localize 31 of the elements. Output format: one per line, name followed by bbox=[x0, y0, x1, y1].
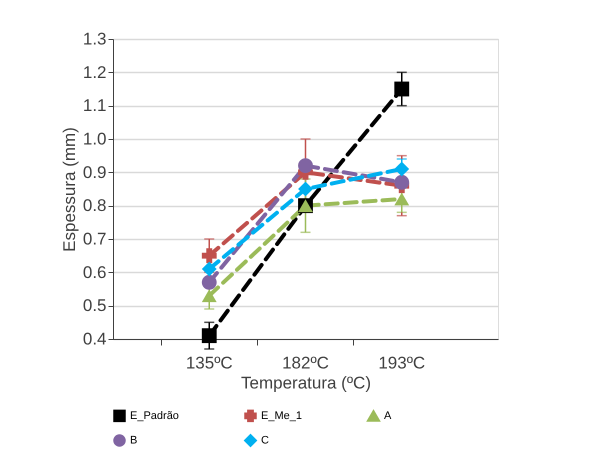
point bbox=[202, 274, 217, 290]
point bbox=[394, 162, 410, 176]
point bbox=[202, 289, 217, 302]
point bbox=[394, 82, 410, 96]
legend-label: E_Padrão bbox=[130, 410, 179, 422]
x-tick-label: 135ºC bbox=[186, 354, 233, 372]
point bbox=[298, 158, 313, 174]
x-tick-label: 193ºC bbox=[378, 354, 426, 372]
point bbox=[202, 328, 217, 344]
y-tick-label: 0.7 bbox=[82, 230, 106, 248]
y-tick-label: 0.9 bbox=[82, 162, 106, 182]
y-tick-label: 0.6 bbox=[82, 262, 106, 282]
y-tick-label: 1.1 bbox=[82, 96, 106, 116]
y-tick-label: 1.3 bbox=[82, 30, 106, 48]
point bbox=[298, 182, 313, 196]
legend-label: C bbox=[261, 434, 269, 446]
point bbox=[394, 174, 410, 190]
y-tick-label: 0.5 bbox=[82, 296, 106, 316]
y-axis-title: Espessura (mm) bbox=[60, 127, 79, 252]
y-tick-label: 1.0 bbox=[82, 130, 106, 148]
y-tick-label: 0.8 bbox=[82, 196, 106, 216]
x-tick-label: 182ºC bbox=[282, 354, 329, 372]
point bbox=[394, 192, 410, 206]
point bbox=[202, 262, 217, 276]
legend-label: E_Me_1 bbox=[261, 410, 302, 422]
legend-label: A bbox=[384, 410, 392, 422]
y-tick-label: 1.2 bbox=[82, 62, 106, 82]
y-tick-label: 0.4 bbox=[82, 330, 106, 348]
x-axis-title: Temperatura (ºC) bbox=[241, 374, 371, 392]
legend-label: B bbox=[130, 434, 138, 446]
point bbox=[202, 248, 217, 264]
